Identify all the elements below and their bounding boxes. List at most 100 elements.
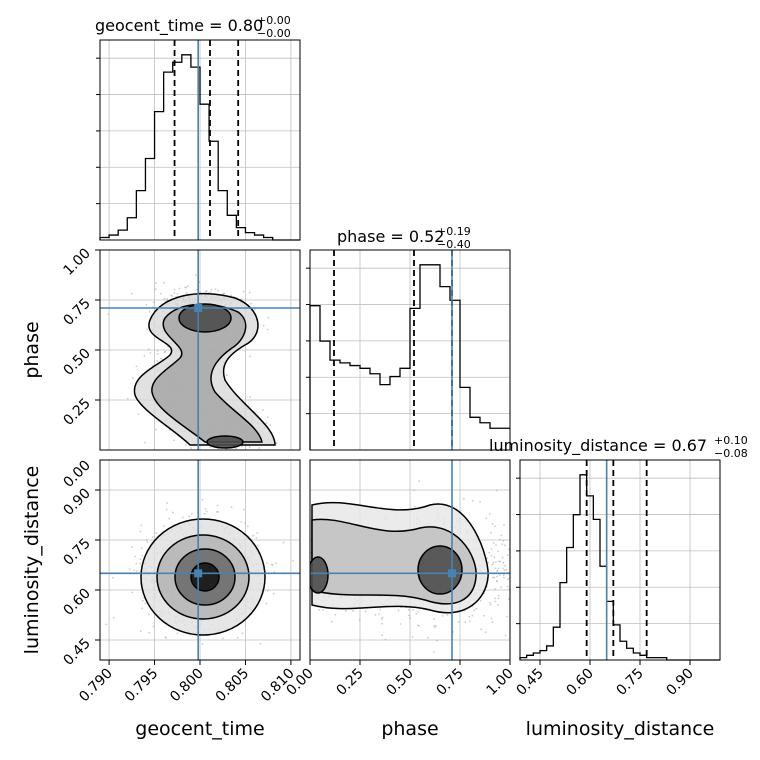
x-tick-label: 0.795 — [122, 666, 162, 706]
y-tick-label: 0.75 — [60, 296, 93, 329]
x-tick-label: 0.50 — [383, 666, 416, 699]
sample-point — [168, 517, 171, 520]
sample-point — [496, 570, 499, 573]
sample-point — [140, 524, 143, 527]
sample-point — [188, 515, 191, 518]
sample-point — [266, 589, 269, 592]
sample-point — [493, 556, 496, 559]
title-luminosity-distance-minus: −0.08 — [714, 447, 748, 460]
y-tick-label: 0.00 — [60, 458, 93, 491]
sample-point — [433, 626, 436, 629]
sample-point — [236, 636, 239, 639]
sample-point — [418, 480, 421, 483]
sample-point — [468, 620, 471, 623]
sample-point — [256, 532, 259, 535]
x-tick-label: 0.45 — [513, 666, 546, 699]
sample-point — [503, 524, 505, 526]
sample-point — [479, 500, 481, 503]
sample-point — [137, 413, 140, 416]
sample-point — [135, 570, 138, 573]
histogram-luminosity-distance — [516, 460, 720, 661]
sample-point — [223, 292, 226, 295]
sample-point — [494, 597, 497, 600]
sample-point — [134, 555, 137, 558]
sample-point — [242, 508, 245, 511]
sample-point — [464, 621, 467, 624]
sample-point — [475, 607, 478, 610]
sample-point — [266, 416, 269, 419]
sample-point — [418, 624, 420, 627]
sample-point — [491, 523, 494, 525]
histogram-geocent-time — [96, 40, 300, 241]
sample-point — [163, 281, 166, 284]
x-tick-label: 0.75 — [433, 666, 466, 699]
sample-point — [215, 510, 218, 513]
sample-point — [506, 578, 509, 581]
sample-point — [249, 355, 251, 358]
sample-point — [185, 286, 188, 289]
sample-point — [282, 541, 285, 544]
sample-point — [209, 291, 212, 294]
title-phase-plus: +0.19 — [437, 225, 471, 238]
sample-point — [490, 548, 493, 551]
y-tick-label: 0.45 — [60, 636, 93, 669]
y-tick-label: 0.90 — [60, 486, 93, 519]
sample-point — [272, 592, 275, 595]
sample-point — [154, 282, 157, 285]
sample-point — [154, 288, 157, 291]
x-tick-label: 0.805 — [213, 666, 253, 706]
sample-point — [412, 608, 415, 611]
sample-point — [144, 602, 147, 605]
sample-point — [135, 365, 138, 368]
sample-point — [144, 441, 146, 444]
sample-point — [210, 453, 212, 455]
sample-point — [217, 510, 220, 513]
sample-point — [217, 289, 219, 292]
sample-point — [155, 532, 157, 534]
sample-point — [139, 630, 142, 633]
sample-point — [252, 534, 255, 537]
sample-point — [131, 546, 133, 549]
sample-point — [502, 561, 505, 564]
y-tick-label: 0.25 — [60, 396, 93, 429]
sample-point — [139, 558, 142, 561]
sample-point — [210, 288, 213, 291]
histogram-outline — [519, 474, 720, 661]
title-geocent-time-minus: −0.00 — [257, 27, 291, 40]
x-tick-label: 0.75 — [613, 666, 646, 699]
sample-point — [173, 292, 176, 294]
sample-point — [488, 513, 491, 515]
sample-point — [235, 447, 237, 450]
sample-point — [172, 511, 174, 514]
sample-point — [242, 290, 245, 293]
sample-point — [380, 618, 383, 620]
sample-point — [507, 598, 510, 600]
sample-point — [494, 567, 497, 570]
sample-point — [163, 525, 166, 527]
sample-point — [133, 569, 136, 571]
sample-point — [381, 616, 384, 619]
sample-point — [471, 499, 474, 502]
sample-point — [503, 569, 506, 572]
sample-point — [265, 602, 268, 605]
sample-point — [269, 424, 272, 427]
sample-point — [249, 396, 251, 398]
sample-point — [230, 294, 232, 297]
sample-point — [407, 608, 410, 611]
sample-point — [322, 608, 325, 611]
sample-point — [267, 316, 270, 319]
x-tick-label: 0.60 — [563, 666, 596, 699]
sample-point — [153, 301, 155, 304]
sample-point — [165, 508, 168, 511]
sample-point — [222, 637, 224, 640]
sample-point — [204, 455, 206, 457]
y-tick-label: 0.60 — [60, 586, 93, 619]
sample-point — [374, 613, 377, 616]
sample-point — [384, 638, 387, 641]
sample-point — [164, 636, 167, 639]
sample-point — [204, 507, 207, 510]
sample-point — [413, 489, 415, 492]
sample-point — [155, 428, 157, 431]
sample-point — [433, 617, 435, 620]
sample-point — [248, 291, 251, 294]
